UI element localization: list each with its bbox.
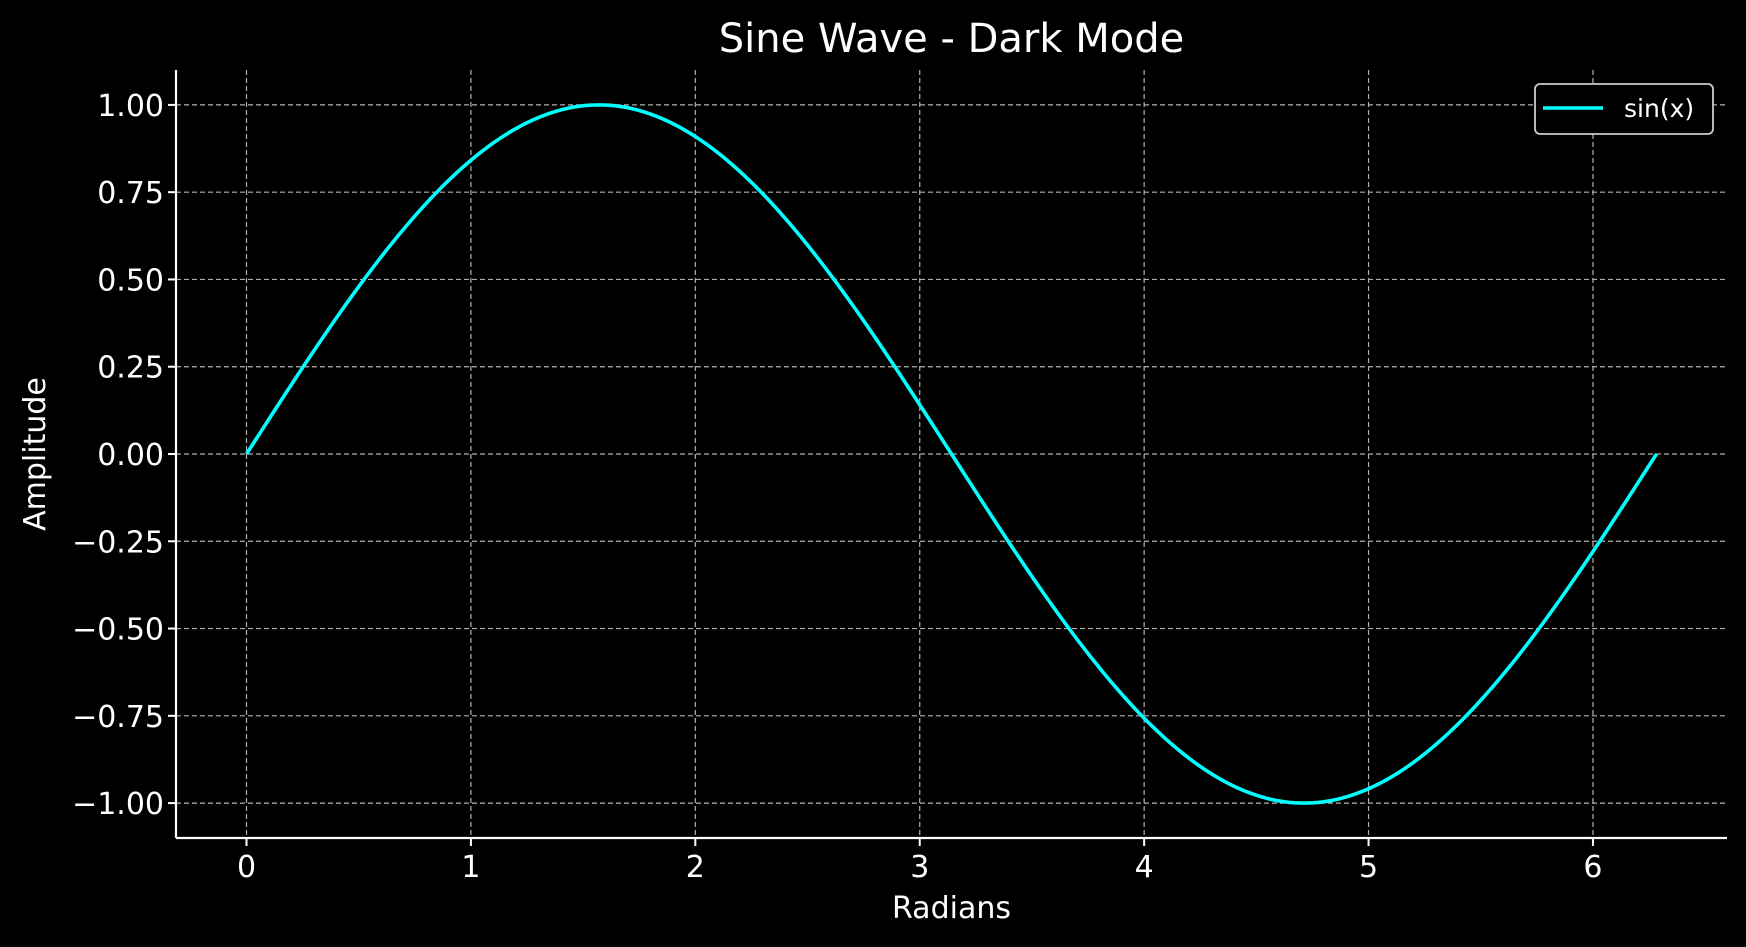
y-tick-label-1: 0.75 xyxy=(97,176,164,211)
y-axis-label: Amplitude xyxy=(18,377,53,531)
legend-label-sin: sin(x) xyxy=(1624,94,1694,123)
legend-box xyxy=(1534,83,1714,135)
x-tick-label-1: 1 xyxy=(461,850,480,885)
y-tick-label-4: 0.00 xyxy=(97,438,164,473)
x-tick-label-2: 2 xyxy=(686,850,705,885)
grid-lines xyxy=(176,70,1727,838)
y-tick-label-2: 0.50 xyxy=(97,263,164,298)
x-tick-label-0: 0 xyxy=(237,850,256,885)
x-tick-label-3: 3 xyxy=(910,850,929,885)
y-tick-label-5: −0.25 xyxy=(72,525,164,560)
x-axis-label: Radians xyxy=(892,891,1011,926)
series-layer xyxy=(244,103,1659,805)
y-tick-label-7: −0.75 xyxy=(72,700,164,735)
y-tick-label-0: 1.00 xyxy=(97,89,164,124)
y-tick-label-8: −1.00 xyxy=(72,787,164,822)
ticks: 0 1 2 3 4 5 6 1.00 0.75 0.50 0.25 0.00 −0.25 −0.50 −0.… xyxy=(72,89,1602,885)
chart-title: Sine Wave - Dark Mode xyxy=(719,16,1184,62)
legend: sin(x) xyxy=(1534,83,1714,135)
x-tick-label-6: 6 xyxy=(1583,850,1602,885)
x-tick-label-4: 4 xyxy=(1135,850,1154,885)
series-line-0 xyxy=(244,103,1659,805)
y-tick-label-6: −0.50 xyxy=(72,613,164,648)
y-tick-label-3: 0.25 xyxy=(97,351,164,386)
x-tick-label-5: 5 xyxy=(1359,850,1378,885)
